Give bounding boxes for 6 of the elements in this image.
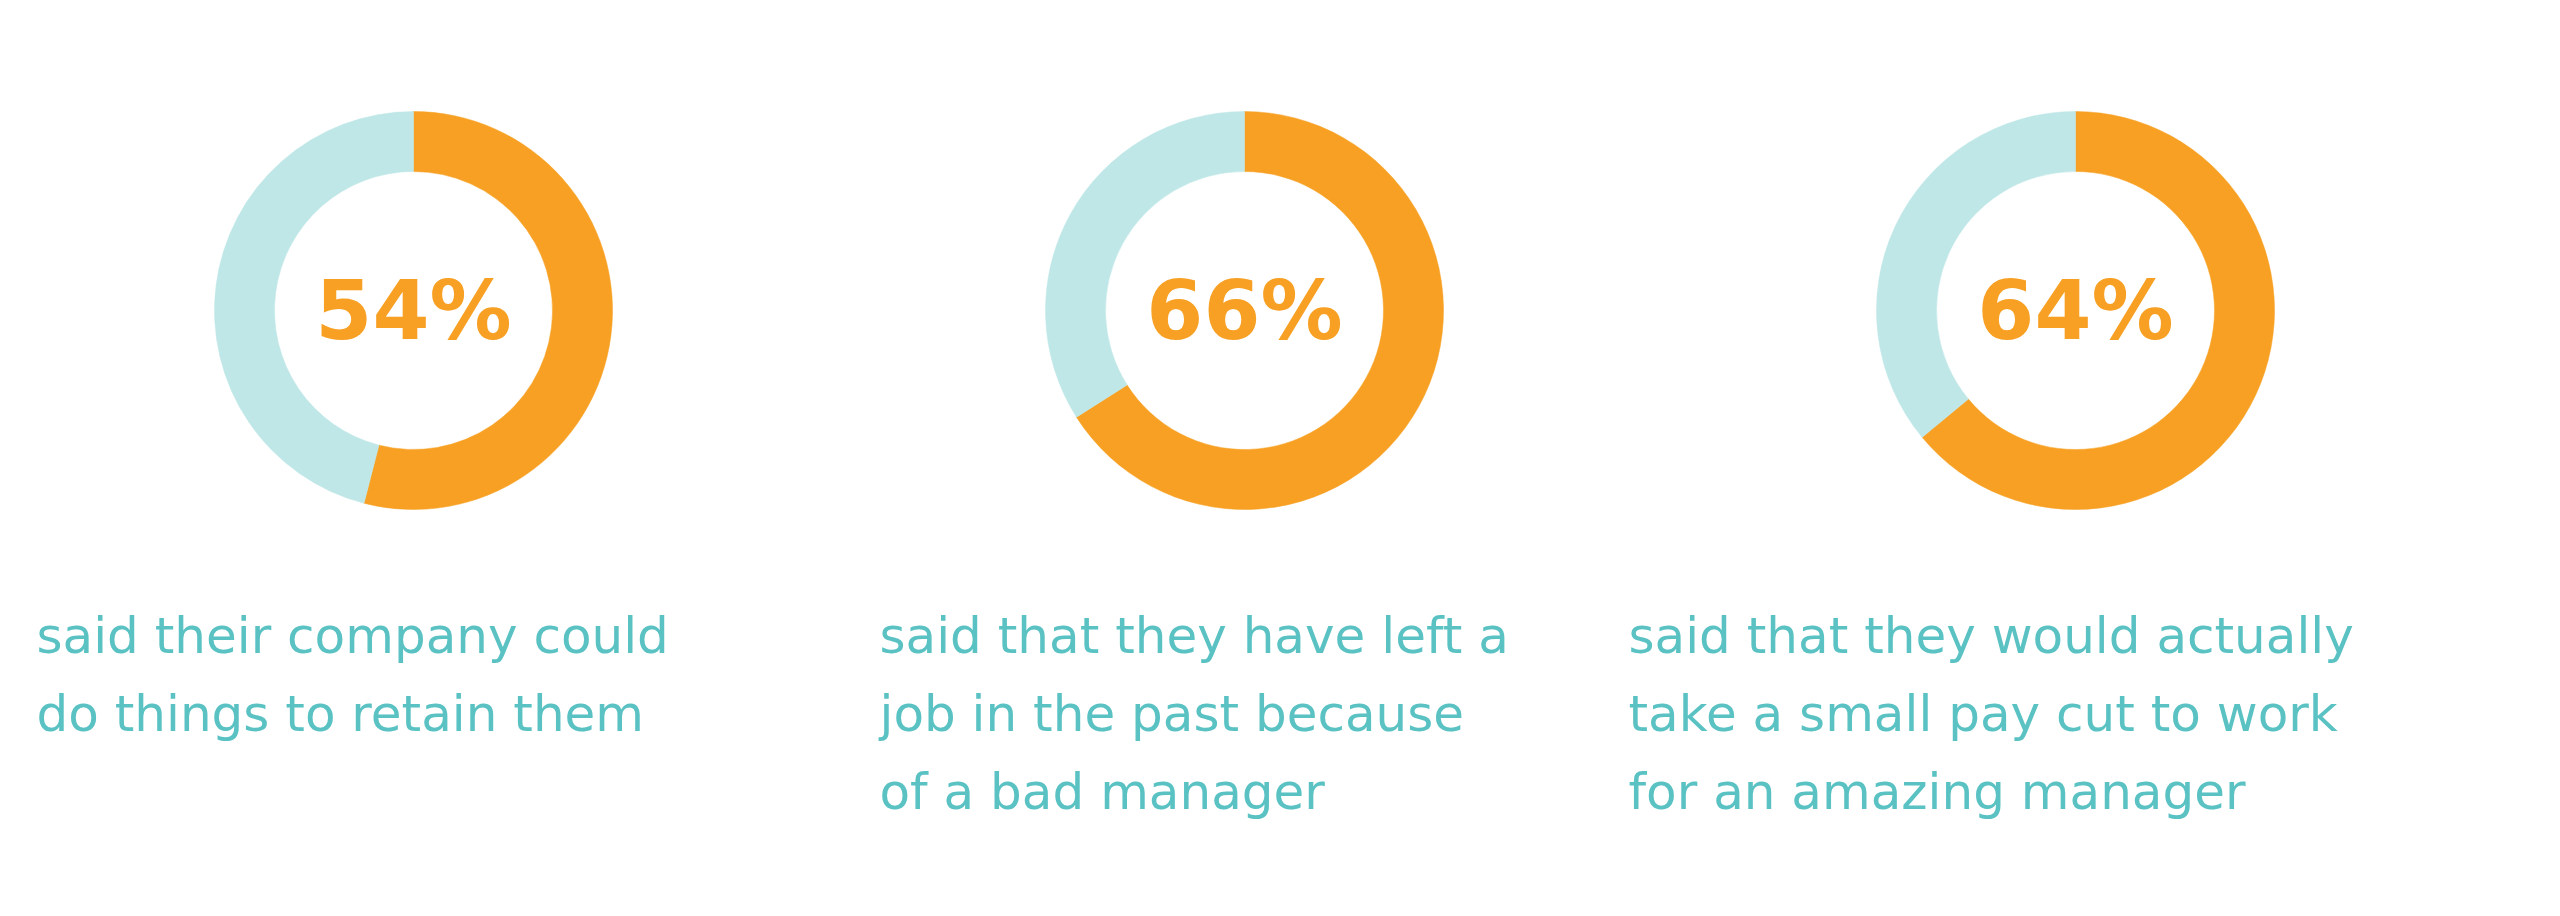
text: 66% — [1146, 263, 1343, 358]
text: 64% — [1977, 263, 2174, 358]
text: said their company could do things to retain them — [36, 606, 669, 743]
text: said that they have left a job in the past because of a bad manager — [878, 606, 1509, 821]
text: 54% — [315, 263, 512, 358]
text: said that they would actually take a small pay cut to work for an amazing manager — [1628, 606, 2354, 821]
